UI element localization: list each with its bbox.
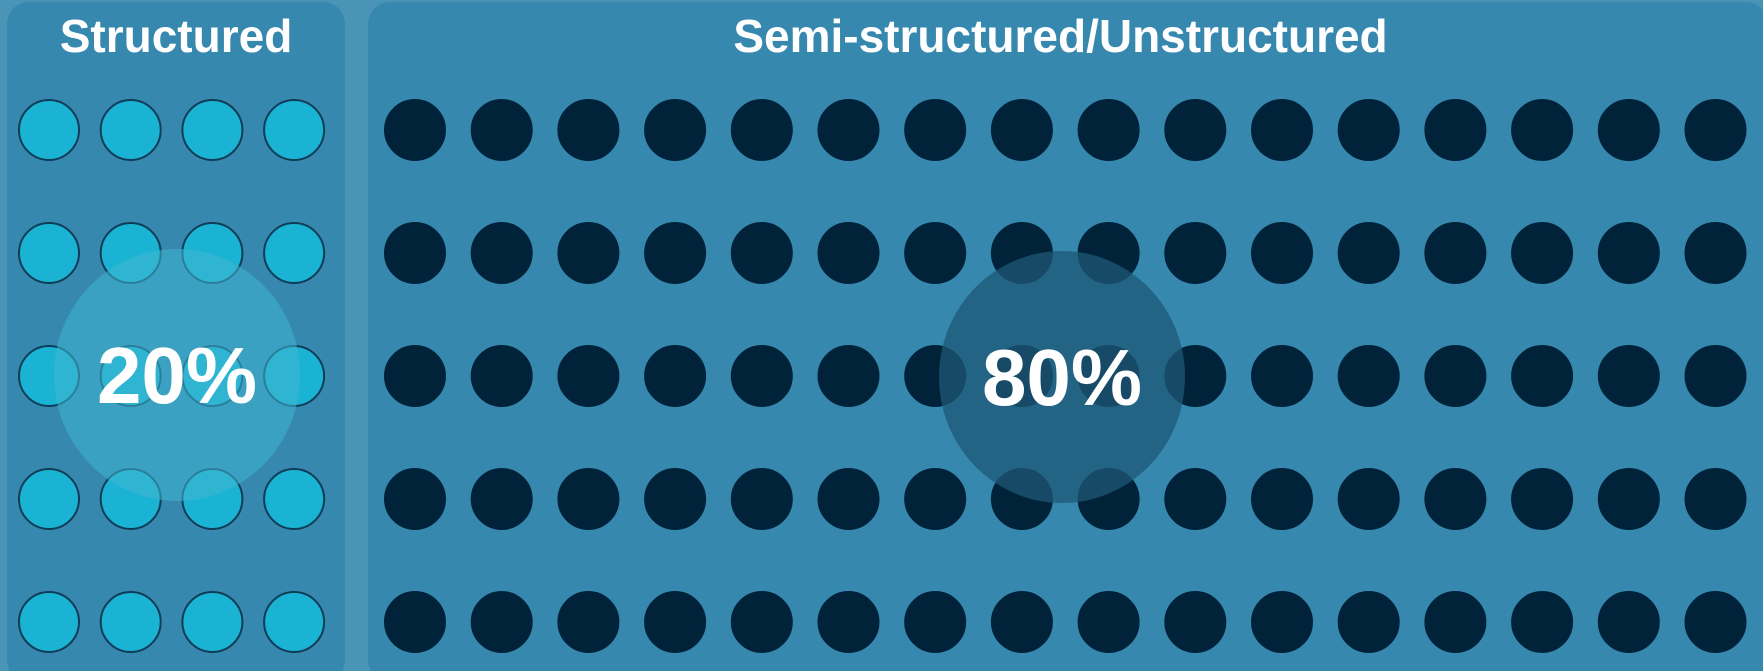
waffle-dot [905, 469, 965, 529]
waffle-dot [1599, 223, 1659, 283]
waffle-dot [1339, 469, 1399, 529]
waffle-dot [1339, 100, 1399, 160]
waffle-dot [732, 469, 792, 529]
waffle-dot [819, 100, 879, 160]
waffle-dot [558, 469, 618, 529]
waffle-dot [1339, 223, 1399, 283]
waffle-dot [385, 346, 445, 406]
waffle-dot [182, 100, 242, 160]
waffle-dot [558, 346, 618, 406]
waffle-dot [558, 100, 618, 160]
waffle-dot [1599, 592, 1659, 652]
waffle-dot [1512, 223, 1572, 283]
waffle-dot [992, 100, 1052, 160]
waffle-dot [819, 469, 879, 529]
waffle-dot [472, 346, 532, 406]
waffle-dot [558, 592, 618, 652]
waffle-dot [1425, 469, 1485, 529]
waffle-dot [558, 223, 618, 283]
waffle-dot [385, 592, 445, 652]
waffle-dot [1252, 223, 1312, 283]
waffle-dot [19, 592, 79, 652]
waffle-dot [1425, 223, 1485, 283]
waffle-dot [1599, 346, 1659, 406]
waffle-dot [819, 223, 879, 283]
structured-percent-label: 20% [97, 331, 257, 420]
waffle-dot [19, 223, 79, 283]
waffle-dot [1512, 592, 1572, 652]
waffle-dot [1686, 100, 1746, 160]
waffle-dot [472, 223, 532, 283]
waffle-dot [1252, 346, 1312, 406]
waffle-dot [385, 223, 445, 283]
waffle-dot [645, 469, 705, 529]
waffle-dot [1686, 592, 1746, 652]
waffle-dot [1686, 346, 1746, 406]
unstructured-percent-label: 80% [982, 333, 1142, 422]
waffle-dot [1252, 100, 1312, 160]
waffle-dot [645, 100, 705, 160]
waffle-dot [1079, 100, 1139, 160]
waffle-dot [264, 592, 324, 652]
waffle-dot [819, 346, 879, 406]
waffle-dot [264, 223, 324, 283]
waffle-dot [732, 223, 792, 283]
waffle-dot [905, 223, 965, 283]
waffle-dot [1252, 592, 1312, 652]
waffle-dot [1339, 592, 1399, 652]
waffle-dot [1686, 223, 1746, 283]
waffle-dot [645, 592, 705, 652]
waffle-dot [732, 346, 792, 406]
waffle-dot [1599, 100, 1659, 160]
waffle-dot [1425, 346, 1485, 406]
waffle-dot [19, 469, 79, 529]
waffle-dot [1165, 469, 1225, 529]
waffle-dot [1425, 100, 1485, 160]
waffle-dot [905, 592, 965, 652]
waffle-dot [819, 592, 879, 652]
waffle-dot [1512, 346, 1572, 406]
waffle-dot [472, 100, 532, 160]
waffle-dot [645, 223, 705, 283]
waffle-dot [1252, 469, 1312, 529]
waffle-dot [1339, 346, 1399, 406]
waffle-dot [732, 592, 792, 652]
waffle-dot [1599, 469, 1659, 529]
waffle-dot [264, 100, 324, 160]
waffle-dot [19, 100, 79, 160]
waffle-dot [385, 100, 445, 160]
waffle-dot [1165, 100, 1225, 160]
waffle-dot [1165, 592, 1225, 652]
waffle-dot [992, 592, 1052, 652]
waffle-dot [182, 592, 242, 652]
waffle-dot [732, 100, 792, 160]
waffle-dot [645, 346, 705, 406]
waffle-dot [101, 100, 161, 160]
waffle-dot [1686, 469, 1746, 529]
waffle-dot [1079, 592, 1139, 652]
waffle-dot [101, 592, 161, 652]
waffle-dot [472, 592, 532, 652]
waffle-dot [1165, 223, 1225, 283]
waffle-dot [905, 100, 965, 160]
waffle-dot [385, 469, 445, 529]
waffle-dot [264, 469, 324, 529]
waffle-dot [1512, 100, 1572, 160]
waffle-dot [472, 469, 532, 529]
waffle-dot [1425, 592, 1485, 652]
waffle-dot [1512, 469, 1572, 529]
